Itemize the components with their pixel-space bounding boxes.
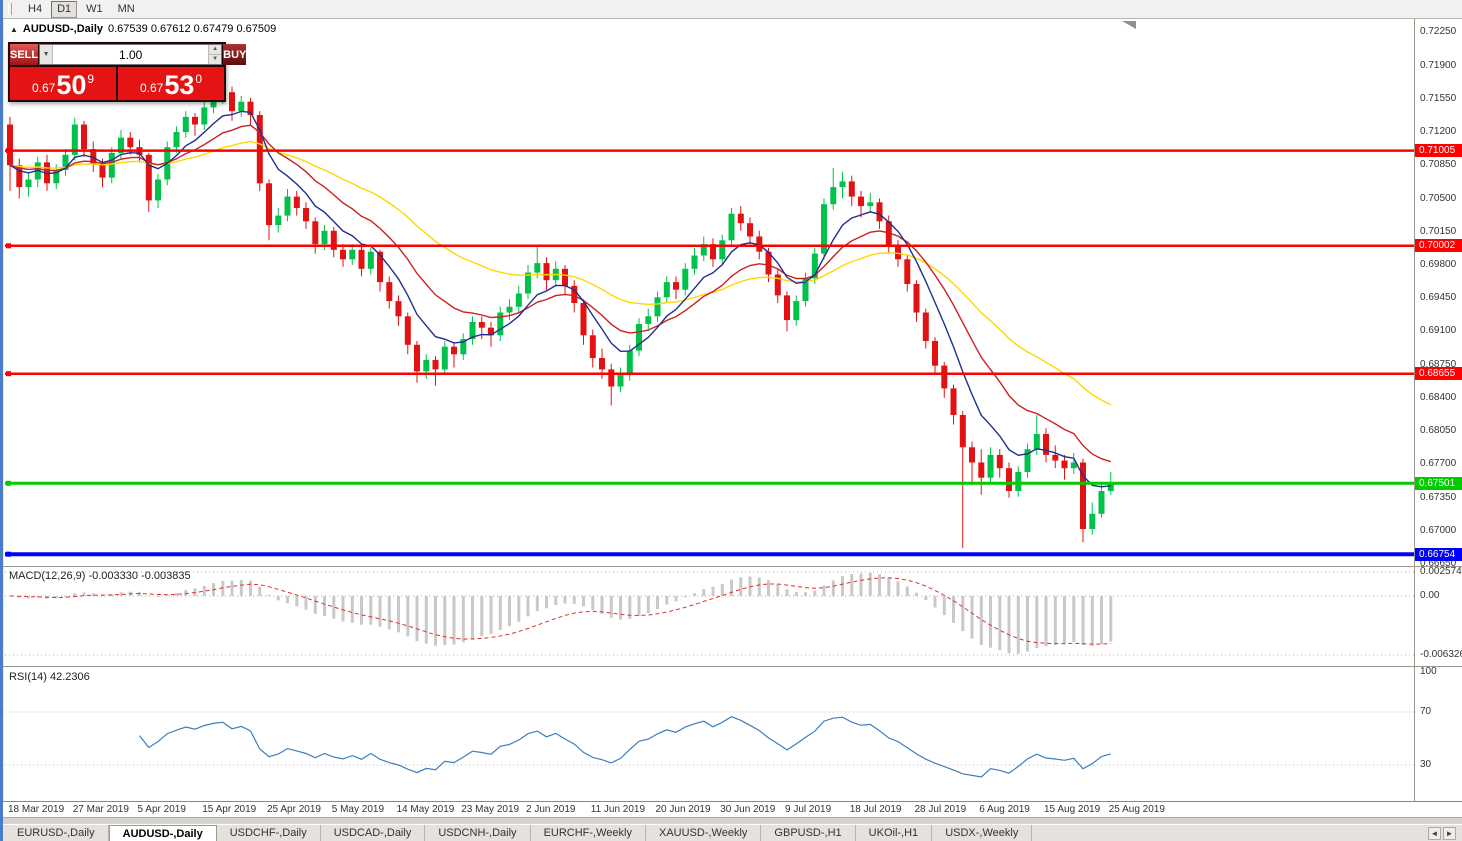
timeframe-button-w1[interactable]: W1 [86, 2, 103, 15]
volume-input[interactable] [53, 45, 209, 64]
chart-tab[interactable]: AUDUSD-,Daily [108, 825, 217, 841]
timeframe-button-h4[interactable]: H4 [28, 2, 43, 15]
price-tick-label: 0.70150 [1420, 225, 1457, 237]
timeframe-toolbar: H4 D1 W1 MN [0, 0, 1462, 19]
macd-indicator-label: MACD(12,26,9) -0.003330 -0.003835 [9, 570, 191, 582]
buy-price-point: 0 [195, 72, 203, 86]
price-tick-label: 0.71550 [1420, 92, 1457, 104]
price-level-badge: 0.66754 [1415, 547, 1462, 561]
price-tick-label: 0.72250 [1420, 26, 1457, 38]
tabs-scroll-right-icon[interactable]: ► [1443, 826, 1456, 840]
timeframe-button-mn[interactable]: MN [117, 2, 135, 15]
price-tick-label: 0.66650 [1420, 558, 1457, 570]
trade-panel-controls: SELL ▼ ▲ ▼ BUY [10, 44, 247, 65]
price-tick-label: 0.67700 [1420, 458, 1457, 470]
chart-background[interactable] [4, 19, 1462, 801]
sell-price-display[interactable]: 0.67 50 9 [10, 67, 116, 100]
price-tick-label: 0.67350 [1420, 491, 1457, 503]
chart-ohlc-values: 0.67539 0.67612 0.67479 0.67509 [108, 23, 277, 35]
price-tick-label: 0.70500 [1420, 192, 1457, 204]
time-tick-label: 18 Mar 2019 [8, 804, 65, 815]
time-tick-label: 2 Jun 2019 [526, 804, 576, 815]
time-tick-label: 25 Apr 2019 [267, 804, 321, 815]
time-axis[interactable]: 18 Mar 2019 27 Mar 2019 5 Apr 2019 15 Apr 2… [0, 801, 1462, 817]
buy-price-pips: 53 [164, 70, 195, 101]
time-tick-label: 27 Mar 2019 [72, 804, 129, 815]
chart-tab[interactable]: USDCAD-,Daily [320, 825, 426, 841]
time-tick-label: 28 Jul 2019 [914, 804, 967, 815]
sell-price-prefix: 0.67 [31, 81, 56, 95]
chart-tab-bar: EURUSD-,Daily AUDUSD-,Daily USDCHF-,Daily U… [0, 824, 1462, 841]
price-level-badge: 0.67501 [1415, 476, 1462, 490]
chart-tab[interactable]: USDX-,Weekly [932, 825, 1033, 841]
time-tick-label: 25 Aug 2019 [1108, 804, 1165, 815]
chart-tab[interactable]: USDCNH-,Daily [425, 825, 531, 841]
price-tick-label: 0.71900 [1420, 59, 1457, 71]
volume-spinner: ▲ ▼ [208, 45, 222, 64]
price-tick-label: 0.68400 [1420, 391, 1457, 403]
volume-spin-down-icon[interactable]: ▼ [209, 55, 222, 64]
trade-panel-prices: 0.67 50 9 0.67 53 0 [10, 67, 224, 100]
price-level-badge: 0.71005 [1415, 144, 1462, 158]
time-tick-label: 14 May 2019 [396, 804, 455, 815]
price-tick-label: 0.69800 [1420, 258, 1457, 270]
toolbar-grip[interactable] [8, 3, 12, 15]
time-tick-label: 5 May 2019 [331, 804, 385, 815]
timeframe-buttons: H4 D1 W1 MN [22, 0, 141, 18]
window-left-border [0, 0, 3, 841]
one-click-panel-toggle-icon[interactable]: ▲ [10, 24, 18, 34]
chart-tab[interactable]: EURUSD-,Daily [4, 825, 109, 841]
time-tick-label: 15 Apr 2019 [202, 804, 257, 815]
chart-tab[interactable]: EURCHF-,Weekly [530, 825, 646, 841]
sell-price-pips: 50 [56, 70, 87, 101]
time-tick-label: 15 Aug 2019 [1044, 804, 1101, 815]
price-tick-label: 0.70850 [1420, 159, 1457, 171]
rsi-indicator-label: RSI(14) 42.2306 [9, 671, 90, 683]
price-tick-label: 0.68050 [1420, 425, 1457, 437]
time-tick-label: 23 May 2019 [461, 804, 520, 815]
price-level-badge: 0.68655 [1415, 367, 1462, 381]
time-tick-label: 20 Jun 2019 [655, 804, 711, 815]
time-tick-label: 30 Jun 2019 [720, 804, 776, 815]
buy-price-display[interactable]: 0.67 53 0 [118, 67, 224, 100]
tabs-scroll-left-icon[interactable]: ◄ [1428, 826, 1441, 840]
macd-scale-label: -0.006326 [1420, 648, 1462, 660]
price-tick-label: 0.68750 [1420, 358, 1457, 370]
chart-tab[interactable]: USDCHF-,Daily [216, 825, 321, 841]
rsi-scale-label: 30 [1420, 759, 1432, 770]
chart-tab[interactable]: GBPUSD-,H1 [761, 825, 856, 841]
time-tick-label: 5 Apr 2019 [137, 804, 186, 815]
time-tick-label: 6 Aug 2019 [979, 804, 1030, 815]
volume-field: ▼ ▲ ▼ [39, 44, 223, 65]
time-tick-label: 18 Jul 2019 [849, 804, 902, 815]
price-tick-label: 0.69450 [1420, 292, 1457, 304]
time-tick-label: 9 Jul 2019 [785, 804, 832, 815]
chart-symbol-label: AUDUSD-,Daily [22, 23, 103, 35]
chart-tab[interactable]: UKOil-,H1 [855, 825, 933, 841]
tab-scroll-buttons: ◄ ► [1422, 825, 1462, 841]
volume-dropdown-icon[interactable]: ▼ [40, 45, 54, 64]
price-tick-label: 0.67000 [1420, 524, 1457, 536]
sell-button[interactable]: SELL [10, 44, 39, 65]
macd-scale-label: 0.002574 [1420, 565, 1462, 577]
buy-price-prefix: 0.67 [139, 81, 164, 95]
time-tick-label: 11 Jun 2019 [590, 804, 646, 815]
price-axis[interactable]: 0.72250 0.71900 0.71550 0.71200 0.70850 0.705… [1415, 19, 1462, 801]
rsi-scale-label: 100 [1420, 666, 1437, 678]
buy-button[interactable]: BUY [223, 44, 247, 65]
chart-tab[interactable]: XAUUSD-,Weekly [645, 825, 762, 841]
sell-price-point: 9 [87, 72, 95, 86]
rsi-scale-label: 70 [1420, 706, 1432, 717]
window-bottom-strip [0, 817, 1462, 824]
price-tick-label: 0.69100 [1420, 325, 1457, 337]
price-level-badge: 0.70002 [1415, 239, 1462, 253]
price-tick-label: 0.71200 [1420, 126, 1457, 138]
timeframe-button-d1[interactable]: D1 [51, 0, 78, 18]
chart-tabs: EURUSD-,Daily AUDUSD-,Daily USDCHF-,Daily U… [4, 825, 1422, 841]
macd-scale-label: 0.00 [1420, 589, 1440, 601]
volume-spin-up-icon[interactable]: ▲ [209, 45, 222, 55]
one-click-trading-panel: SELL ▼ ▲ ▼ BUY 0.67 50 9 0.67 53 0 [8, 42, 247, 102]
chart-symbol-line: ▲ AUDUSD-,Daily 0.67539 0.67612 0.67479 … [10, 23, 276, 35]
